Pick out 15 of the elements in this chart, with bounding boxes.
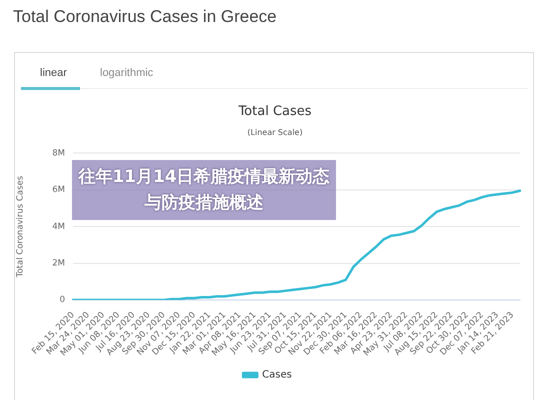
legend-label: Cases	[262, 370, 292, 381]
y-axis-title: Total Coronavirus Cases	[15, 175, 26, 278]
text: linear	[40, 67, 67, 80]
caption-banner: 往年11月14日希腊疫情最新动态 与防疫措施概述	[72, 160, 336, 220]
y-tick-label: 0	[60, 295, 65, 306]
text: logarithmic	[100, 67, 154, 80]
y-tick-label: 8M	[52, 148, 65, 158]
text: (Linear Scale)	[246, 128, 304, 138]
annotation: 往年11月14日希腊疫情最新动态	[77, 166, 331, 189]
chart-subtitle: Total Cases	[237, 104, 313, 119]
chart-title: Total Coronavirus Cases in Greece	[13, 6, 277, 28]
y-tick-label: 4M	[52, 222, 65, 232]
annotation: 与防疫措施概述	[144, 192, 264, 215]
y-tick-label: 2M	[52, 258, 65, 268]
y-tick-label: 6M	[52, 185, 65, 196]
